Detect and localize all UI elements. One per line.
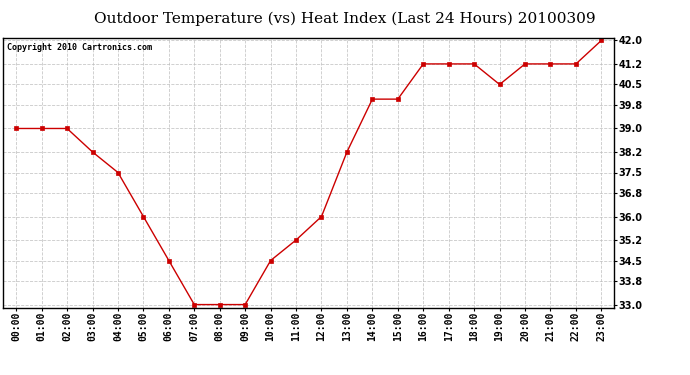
Text: Copyright 2010 Cartronics.com: Copyright 2010 Cartronics.com [6,43,152,52]
Text: Outdoor Temperature (vs) Heat Index (Last 24 Hours) 20100309: Outdoor Temperature (vs) Heat Index (Las… [95,11,595,26]
